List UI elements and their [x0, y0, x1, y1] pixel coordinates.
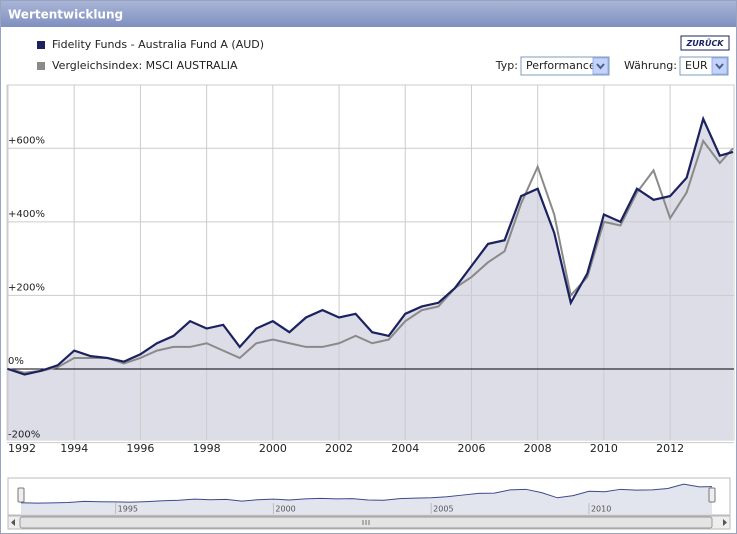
- type-dropdown[interactable]: [592, 57, 609, 75]
- x-tick-label: 2010: [590, 442, 618, 455]
- navigator-content: 1995 2000 2005 2010: [17, 483, 716, 514]
- legend-label: Vergleichsindex: MSCI AUSTRALIA: [52, 59, 238, 72]
- x-tick-label: 1996: [126, 442, 154, 455]
- x-tick-label: 1994: [60, 442, 88, 455]
- currency-value[interactable]: EUR: [685, 59, 708, 72]
- range-handle[interactable]: [17, 487, 25, 503]
- navigator-tick-label: 2000: [275, 505, 295, 514]
- x-tick-label: 2006: [457, 442, 485, 455]
- y-tick-label: +200%: [8, 282, 45, 293]
- area: [8, 118, 733, 441]
- navigator-tick-label: 2005: [433, 505, 453, 514]
- currency-label: Währung:: [624, 59, 677, 72]
- type-label: Typ:: [495, 59, 518, 72]
- x-tick-label: 1992: [8, 442, 36, 455]
- legend-label: Fidelity Funds - Australia Fund A (AUD): [52, 38, 264, 51]
- y-tick-label: +600%: [8, 135, 45, 146]
- navigator-tick-label: 2010: [591, 505, 611, 514]
- legend-swatch: [37, 62, 45, 70]
- x-tick-label: 2000: [259, 442, 287, 455]
- x-tick-label: 2008: [524, 442, 552, 455]
- thumb-grip: [362, 520, 370, 525]
- navigator-tick-label: 1995: [118, 505, 138, 514]
- navigator-area: [21, 484, 712, 514]
- navigator-line: [20, 483, 713, 504]
- series-line: [7, 138, 734, 374]
- y-tick-label: 0%: [8, 356, 24, 367]
- range-handle[interactable]: [708, 487, 716, 503]
- series-line: [7, 115, 734, 376]
- legend-swatch: [37, 41, 45, 49]
- x-tick-label: 2002: [325, 442, 353, 455]
- x-tick-label: 1998: [193, 442, 221, 455]
- currency-dropdown[interactable]: [711, 57, 728, 75]
- plot: -200% 0% +200% +400% +600% 1992 1994 1996 1998 20…: [6, 84, 735, 455]
- dropdown-arrow: [715, 63, 724, 70]
- header-bar: [1, 1, 736, 27]
- y-tick-label: -200%: [8, 430, 40, 441]
- dropdown-arrow: [596, 63, 605, 70]
- back-button[interactable]: [680, 35, 730, 51]
- x-tick-label: 2012: [656, 442, 684, 455]
- back-button-label[interactable]: ZURÜCK: [685, 38, 724, 48]
- type-select[interactable]: [520, 56, 610, 76]
- header-title: Wertentwicklung: [8, 8, 123, 22]
- type-value[interactable]: Performance: [526, 59, 596, 72]
- x-tick-label: 2004: [391, 442, 419, 455]
- y-tick-label: +400%: [8, 209, 45, 220]
